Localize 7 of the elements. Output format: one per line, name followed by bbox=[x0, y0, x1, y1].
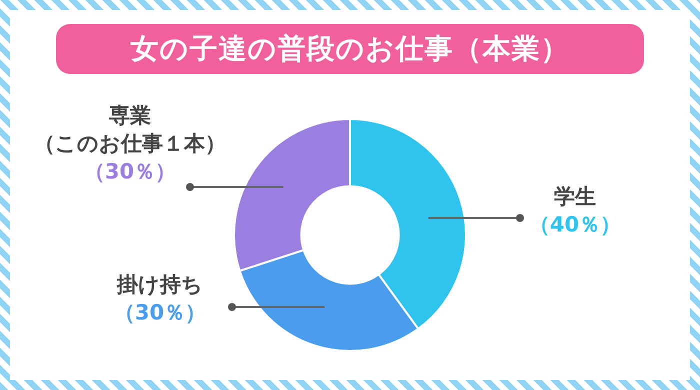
slice-label: 学生 bbox=[554, 184, 596, 208]
data-label: （30％） bbox=[114, 300, 206, 324]
slice-label: 専業（このお仕事１本） bbox=[34, 103, 226, 156]
data-label: （40％） bbox=[528, 212, 622, 236]
slice-label: 掛け持ち bbox=[116, 272, 203, 296]
chart-title: 女の子達の普段のお仕事（本業） bbox=[56, 24, 644, 74]
data-label: （30％） bbox=[84, 159, 176, 184]
